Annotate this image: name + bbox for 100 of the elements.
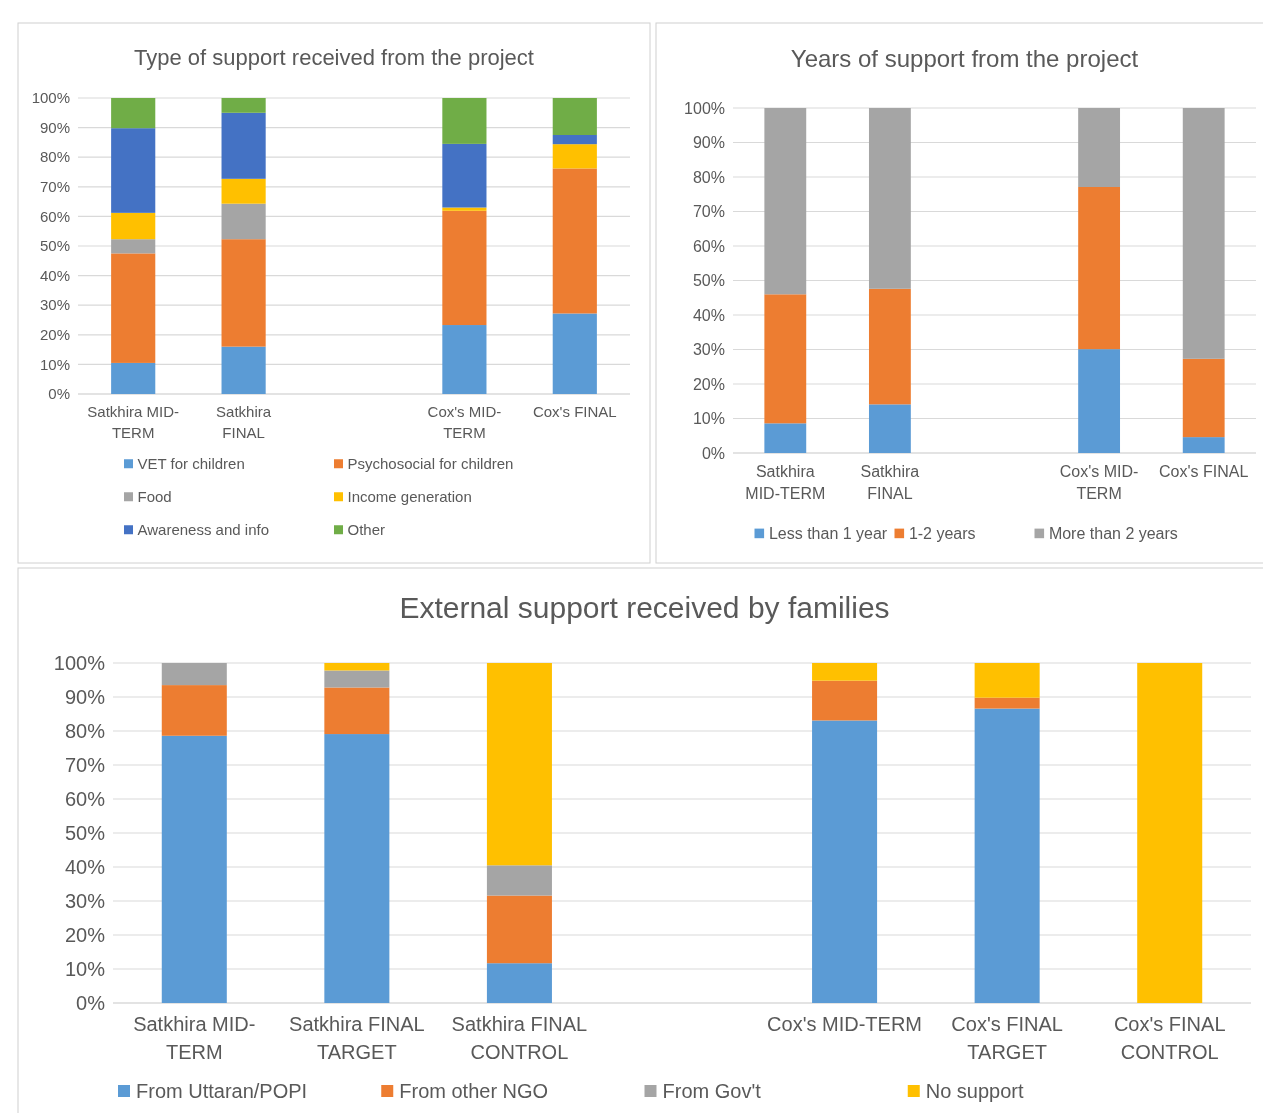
y-tick-label: 0%: [48, 385, 70, 403]
y-tick-label: 80%: [39, 148, 70, 166]
bar: [812, 680, 878, 721]
bar: [221, 346, 266, 394]
bar: [486, 865, 552, 896]
bar: [868, 108, 911, 289]
bar: [1078, 108, 1121, 188]
x-tick-label: Cox's MID-TERM: [1059, 463, 1139, 503]
bar: [486, 895, 552, 964]
bar: [552, 135, 597, 145]
bar: [221, 112, 266, 179]
x-tick-label: Cox's MID-TERM: [427, 403, 502, 441]
bar: [486, 963, 552, 1003]
bar: [442, 207, 487, 211]
bar: [161, 735, 227, 1003]
legend-label: Income generation: [347, 488, 472, 505]
y-tick-label: 100%: [684, 99, 725, 117]
x-tick-label: Cox's MID-TERM: [767, 1013, 923, 1035]
bar: [1078, 349, 1121, 453]
y-tick-label: 0%: [76, 992, 106, 1014]
y-tick-label: 60%: [39, 207, 70, 225]
bar: [552, 168, 597, 314]
bar: [974, 697, 1040, 709]
bar: [221, 98, 266, 113]
bar: [324, 734, 390, 1003]
x-tick-label: Cox's FINAL TARGET: [951, 1013, 1063, 1063]
bar: [974, 708, 1040, 1003]
bar: [221, 178, 266, 204]
y-tick-label: 0%: [701, 444, 725, 462]
bar: [324, 687, 390, 735]
y-tick-label: 80%: [692, 168, 725, 186]
y-tick-label: 30%: [39, 296, 70, 314]
chart-title: External support received by families: [399, 591, 890, 624]
bar: [552, 144, 597, 169]
x-tick-label: Satkhira FINAL TARGET: [289, 1013, 425, 1063]
bar: [111, 239, 156, 254]
bar: [552, 98, 597, 135]
x-tick-label: Satkhira MID-TERM: [133, 1013, 256, 1063]
legend-label: Psychosocial for children: [347, 455, 514, 472]
legend-label: Less than 1 year: [768, 525, 888, 542]
y-tick-label: 20%: [39, 326, 70, 344]
bar: [1182, 437, 1225, 453]
bar: [974, 663, 1040, 698]
bar: [812, 720, 878, 1003]
y-tick-label: 30%: [692, 341, 725, 359]
y-tick-label: 60%: [64, 788, 106, 810]
bar: [324, 670, 390, 688]
bar: [486, 663, 552, 866]
y-tick-label: 50%: [692, 272, 725, 290]
y-tick-label: 60%: [692, 237, 725, 255]
bar: [442, 325, 487, 394]
bar: [442, 143, 487, 208]
x-tick-label: Satkhira FINAL: [860, 463, 920, 503]
x-tick-label: Satkhira FINAL: [216, 403, 272, 441]
bar: [161, 685, 227, 736]
bar: [764, 423, 807, 453]
bar: [1182, 358, 1225, 438]
y-tick-label: 50%: [39, 237, 70, 255]
bar: [764, 108, 807, 295]
legend-label: From Uttaran/POPI: [136, 1080, 308, 1102]
legend-label: More than 2 years: [1048, 525, 1178, 542]
y-tick-label: 90%: [64, 686, 106, 708]
x-tick-label: Satkhira FINAL CONTROL: [451, 1013, 588, 1063]
y-tick-label: 70%: [692, 203, 725, 221]
y-tick-label: 40%: [39, 266, 70, 284]
x-tick-label: Cox's FINAL: [532, 403, 617, 420]
x-tick-label: Cox's FINAL: [1159, 463, 1249, 480]
legend-label: No support: [925, 1080, 1025, 1102]
bar: [552, 313, 597, 394]
chart-title: Type of support received from the project: [134, 45, 534, 70]
bar: [868, 288, 911, 405]
legend-label: From Gov't: [662, 1080, 762, 1102]
legend-label: Other: [347, 521, 386, 538]
y-tick-label: 100%: [31, 89, 70, 107]
bar: [442, 210, 487, 326]
y-tick-label: 30%: [64, 890, 106, 912]
bar: [324, 663, 390, 671]
legend-label: 1-2 years: [908, 525, 976, 542]
y-tick-label: 10%: [39, 355, 70, 373]
y-tick-label: 20%: [64, 924, 106, 946]
bar: [111, 128, 156, 213]
chart-title: Years of support from the project: [790, 45, 1139, 72]
y-tick-label: 50%: [64, 822, 106, 844]
bar: [442, 98, 487, 144]
legend-label: Awareness and info: [137, 521, 269, 538]
y-tick-label: 90%: [39, 118, 70, 136]
y-tick-label: 10%: [692, 410, 725, 428]
bar: [764, 294, 807, 424]
legend-label: From other NGO: [399, 1080, 549, 1102]
y-tick-label: 40%: [64, 856, 106, 878]
x-tick-label: Satkhira MID-TERM: [745, 463, 826, 503]
bar: [111, 212, 156, 240]
y-tick-label: 100%: [53, 652, 106, 674]
bar: [161, 663, 227, 686]
y-tick-label: 40%: [692, 306, 725, 324]
y-tick-label: 70%: [39, 178, 70, 196]
y-tick-label: 90%: [692, 134, 725, 152]
y-tick-label: 80%: [64, 720, 106, 742]
bar: [1078, 187, 1121, 350]
x-tick-label: Cox's FINAL CONTROL: [1113, 1013, 1226, 1063]
